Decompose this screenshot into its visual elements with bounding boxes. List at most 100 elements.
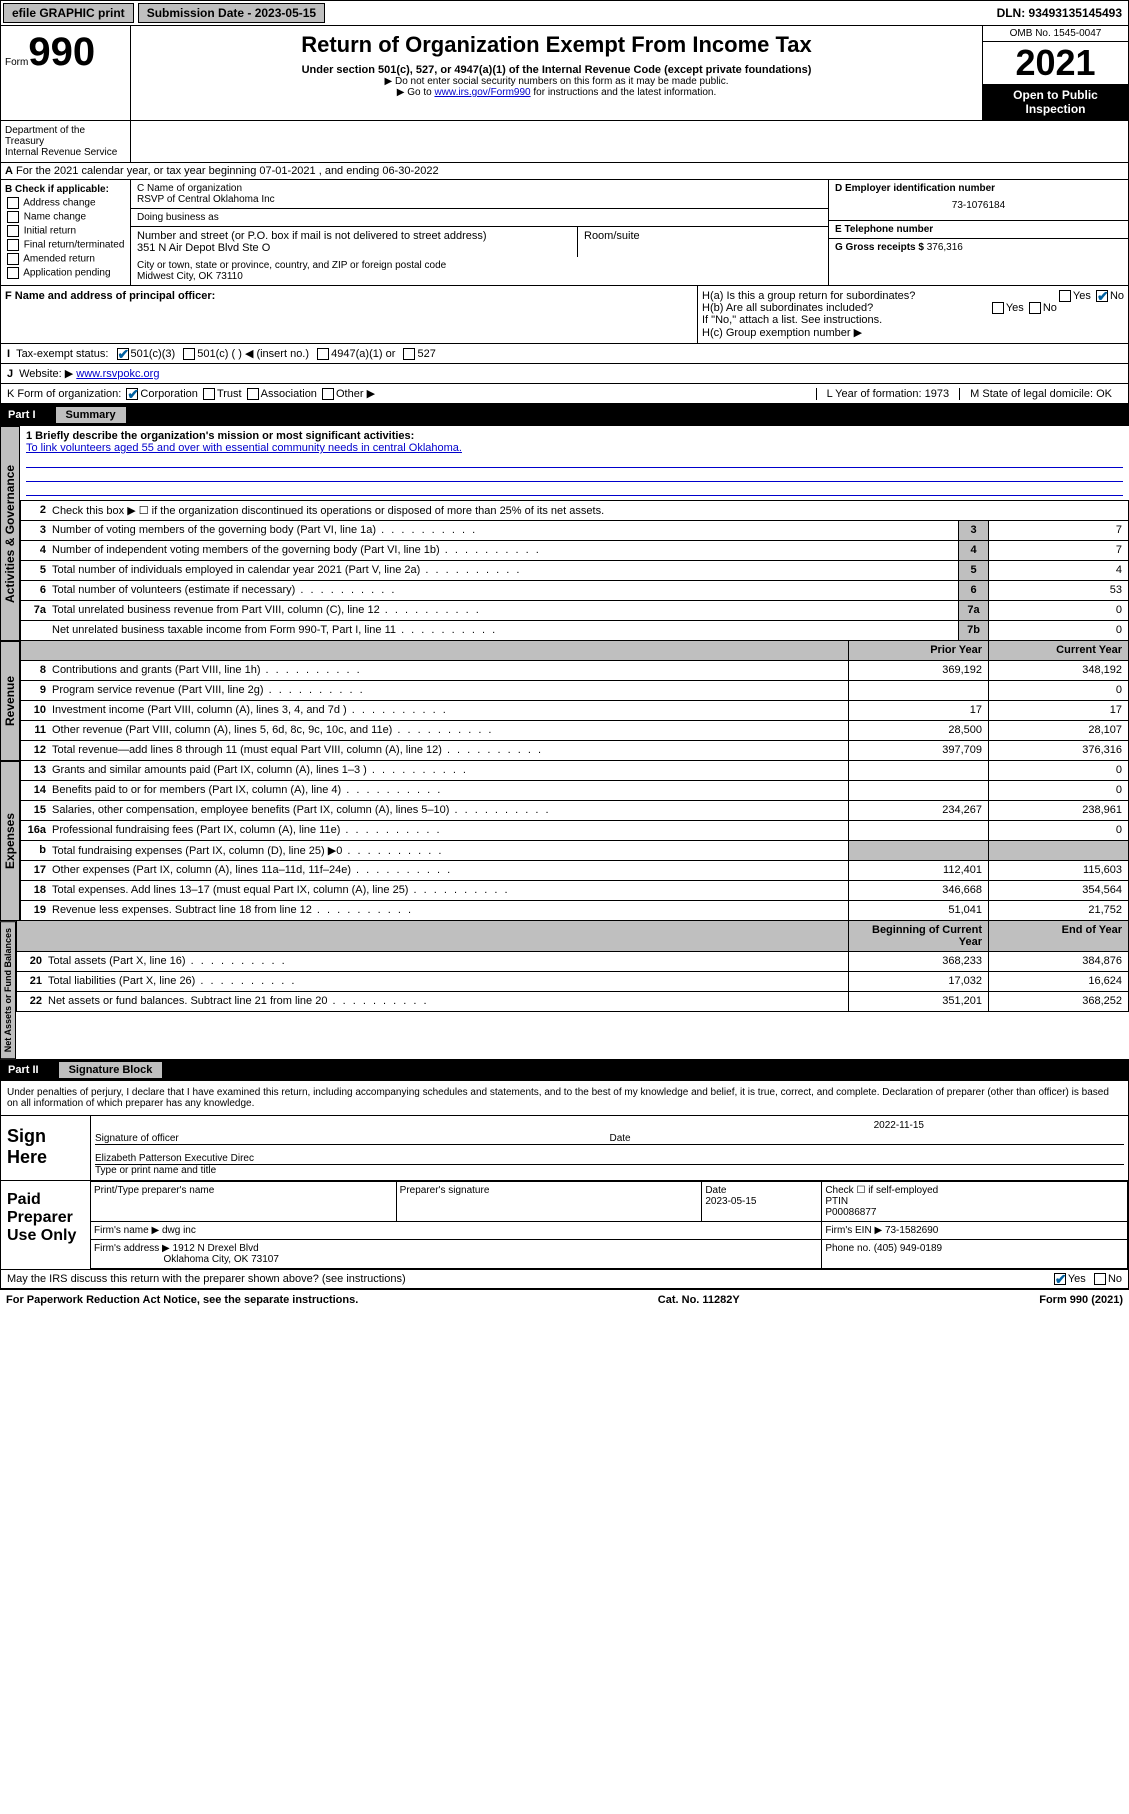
dept-row: Department of the Treasury Internal Reve… (0, 121, 1129, 163)
line-11: 11 Other revenue (Part VIII, column (A),… (20, 721, 1129, 741)
line-9: 9 Program service revenue (Part VIII, li… (20, 681, 1129, 701)
trust-checkbox[interactable] (203, 388, 215, 400)
rev-header: Prior Year Current Year (20, 641, 1129, 661)
line-7b: Net unrelated business taxable income fr… (20, 621, 1129, 641)
year-formation: L Year of formation: 1973 (816, 388, 960, 400)
room-suite: Room/suite (578, 227, 828, 257)
exp-tab: Expenses (0, 761, 20, 921)
section-d-e-g: D Employer identification number 73-1076… (828, 180, 1128, 285)
form-header: Form990 Return of Organization Exempt Fr… (0, 26, 1129, 121)
preparer-grid: Print/Type preparer's name Preparer's si… (91, 1181, 1128, 1269)
dba-cell: Doing business as (131, 209, 828, 227)
line-17: 17 Other expenses (Part IX, column (A), … (20, 861, 1129, 881)
section-c: C Name of organization RSVP of Central O… (131, 180, 828, 285)
section-k-l-m: K Form of organization: Corporation Trus… (0, 384, 1129, 404)
501c3-checkbox[interactable] (117, 348, 129, 360)
app-pending-checkbox[interactable]: Application pending (5, 267, 126, 279)
line-20: 20 Total assets (Part X, line 16) 368,23… (16, 952, 1129, 972)
omb-number: OMB No. 1545-0047 (983, 26, 1128, 42)
efile-print-button[interactable]: efile GRAPHIC print (3, 3, 134, 23)
form-subtitle: Under section 501(c), 527, or 4947(a)(1)… (137, 64, 976, 76)
ein-cell: D Employer identification number 73-1076… (829, 180, 1128, 221)
org-name: RSVP of Central Oklahoma Inc (137, 194, 822, 205)
form990-link[interactable]: www.irs.gov/Form990 (434, 87, 530, 98)
paid-preparer-row: Paid Preparer Use Only Print/Type prepar… (0, 1181, 1129, 1270)
officer-name: Elizabeth Patterson Executive Direc (95, 1153, 1124, 1164)
sig-date: 2022-11-15 (95, 1120, 1124, 1131)
section-h: H(a) Is this a group return for subordin… (698, 286, 1128, 343)
expenses-section: Expenses 13 Grants and similar amounts p… (0, 761, 1129, 921)
firm-ein: 73-1582690 (885, 1225, 938, 1236)
other-checkbox[interactable] (322, 388, 334, 400)
submission-date-button[interactable]: Submission Date - 2023-05-15 (138, 3, 325, 23)
penalty-statement: Under penalties of perjury, I declare th… (0, 1081, 1129, 1116)
section-b: B Check if applicable: Address change Na… (1, 180, 131, 285)
form-number-cell: Form990 (1, 26, 131, 120)
paid-preparer-label: Paid Preparer Use Only (1, 1181, 91, 1269)
header-right: OMB No. 1545-0047 2021 Open to Public In… (983, 26, 1128, 120)
gross-receipts: 376,316 (927, 242, 963, 253)
4947-checkbox[interactable] (317, 348, 329, 360)
hc-row: H(c) Group exemption number ▶ (702, 326, 1124, 339)
assoc-checkbox[interactable] (247, 388, 259, 400)
name-change-checkbox[interactable]: Name change (5, 211, 126, 223)
rev-tab: Revenue (0, 641, 20, 761)
addr-change-checkbox[interactable]: Address change (5, 197, 126, 209)
section-i: ITax-exempt status: 501(c)(3) 501(c) ( )… (0, 344, 1129, 364)
line-3: 3 Number of voting members of the govern… (20, 521, 1129, 541)
line-a: A For the 2021 calendar year, or tax yea… (0, 163, 1129, 180)
line-12: 12 Total revenue—add lines 8 through 11 … (20, 741, 1129, 761)
form-number: 990 (28, 30, 95, 74)
topbar: efile GRAPHIC print Submission Date - 20… (0, 0, 1129, 26)
amended-return-checkbox[interactable]: Amended return (5, 253, 126, 265)
netassets-section: Net Assets or Fund Balances Beginning of… (0, 921, 1129, 1059)
form-note1: ▶ Do not enter social security numbers o… (137, 76, 976, 87)
line-14: 14 Benefits paid to or for members (Part… (20, 781, 1129, 801)
line-19: 19 Revenue less expenses. Subtract line … (20, 901, 1129, 921)
sign-here-row: Sign Here 2022-11-15 Signature of office… (0, 1116, 1129, 1181)
initial-return-checkbox[interactable]: Initial return (5, 225, 126, 237)
dept-treasury: Department of the Treasury Internal Reve… (1, 121, 131, 162)
line-5: 5 Total number of individuals employed i… (20, 561, 1129, 581)
discuss-yes-checkbox[interactable] (1054, 1273, 1066, 1285)
city-state-zip: Midwest City, OK 73110 (137, 271, 822, 282)
street-address: 351 N Air Depot Blvd Ste O (137, 242, 571, 254)
sign-here-body: 2022-11-15 Signature of officerDate Eliz… (91, 1116, 1128, 1180)
mission-text[interactable]: To link volunteers aged 55 and over with… (26, 442, 462, 454)
revenue-section: Revenue Prior Year Current Year 8 Contri… (0, 641, 1129, 761)
527-checkbox[interactable] (403, 348, 415, 360)
discuss-no-checkbox[interactable] (1094, 1273, 1106, 1285)
section-j: JWebsite: ▶ www.rsvpokc.org (0, 364, 1129, 384)
form-label: Form (5, 57, 28, 68)
discuss-row: May the IRS discuss this return with the… (0, 1270, 1129, 1289)
na-tab: Net Assets or Fund Balances (0, 921, 16, 1059)
identity-grid: B Check if applicable: Address change Na… (0, 180, 1129, 286)
street-cell: Number and street (or P.O. box if mail i… (131, 227, 828, 257)
ein-value: 73-1076184 (835, 194, 1122, 217)
line-b: b Total fundraising expenses (Part IX, c… (20, 841, 1129, 861)
firm-addr2: Oklahoma City, OK 73107 (163, 1254, 278, 1265)
footer-left: For Paperwork Reduction Act Notice, see … (6, 1294, 358, 1306)
firm-name: dwg inc (162, 1225, 196, 1236)
line-13: 13 Grants and similar amounts paid (Part… (20, 761, 1129, 781)
dln-label: DLN: 93493135145493 (991, 4, 1128, 22)
firm-addr1: 1912 N Drexel Blvd (173, 1243, 259, 1254)
form-note2: ▶ Go to www.irs.gov/Form990 for instruct… (137, 87, 976, 98)
section-f: F Name and address of principal officer: (1, 286, 698, 343)
hb-note: If "No," attach a list. See instructions… (702, 314, 1124, 326)
sign-here-label: Sign Here (1, 1116, 91, 1180)
firm-phone: (405) 949-0189 (874, 1243, 942, 1254)
corp-checkbox[interactable] (126, 388, 138, 400)
line-18: 18 Total expenses. Add lines 13–17 (must… (20, 881, 1129, 901)
part2-header: Part II Signature Block (0, 1059, 1129, 1081)
final-return-checkbox[interactable]: Final return/terminated (5, 239, 126, 251)
activities-governance: Activities & Governance 1 Briefly descri… (0, 426, 1129, 641)
website-link[interactable]: www.rsvpokc.org (76, 368, 159, 380)
city-cell: City or town, state or province, country… (131, 257, 828, 285)
gross-receipts-cell: G Gross receipts $ 376,316 (829, 239, 1128, 256)
footer-mid: Cat. No. 11282Y (658, 1294, 740, 1306)
501c-checkbox[interactable] (183, 348, 195, 360)
mission-block: 1 Briefly describe the organization's mi… (20, 426, 1129, 501)
paid-preparer-body: Print/Type preparer's name Preparer's si… (91, 1181, 1128, 1269)
hb-row: H(b) Are all subordinates included? Yes … (702, 302, 1124, 314)
